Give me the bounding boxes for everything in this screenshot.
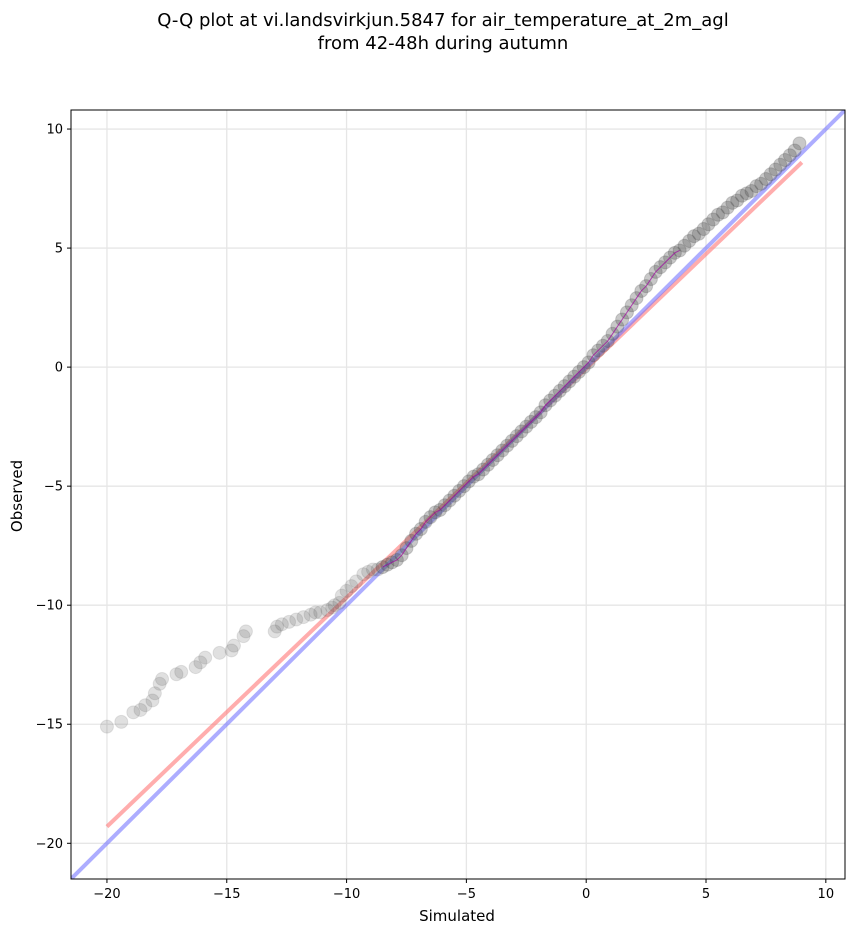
data-points xyxy=(99,136,807,734)
data-point xyxy=(238,624,253,639)
data-point xyxy=(224,643,239,658)
data-point xyxy=(147,686,162,701)
reference-lines xyxy=(71,110,845,879)
data-point xyxy=(701,217,716,232)
x-tick-label: −10 xyxy=(333,887,360,902)
data-point xyxy=(327,598,342,613)
y-tick-label: −15 xyxy=(36,718,63,733)
data-point xyxy=(706,212,721,227)
data-point xyxy=(744,183,759,198)
data-point xyxy=(361,564,376,579)
x-tick-label: −20 xyxy=(93,887,120,902)
data-point xyxy=(145,693,160,708)
data-point xyxy=(773,157,788,172)
x-tick-label: 5 xyxy=(702,887,710,902)
chart-title: Q-Q plot at vi.landsvirkjun.5847 for air… xyxy=(157,10,728,31)
data-point xyxy=(99,719,114,734)
x-tick-label: −15 xyxy=(213,887,240,902)
data-point xyxy=(749,179,764,194)
data-point xyxy=(768,162,783,177)
data-point xyxy=(193,655,208,670)
data-point xyxy=(188,660,203,675)
data-point xyxy=(155,672,170,687)
data-point xyxy=(715,205,730,220)
y-tick-label: −20 xyxy=(36,837,63,852)
x-tick-label: 10 xyxy=(818,887,835,902)
data-point xyxy=(792,136,807,151)
data-point xyxy=(174,664,189,679)
data-point xyxy=(198,650,213,665)
data-point xyxy=(332,595,347,610)
data-point xyxy=(325,600,340,615)
y-tick-label: 5 xyxy=(55,242,63,257)
identity-line xyxy=(71,110,845,879)
data-point xyxy=(696,222,711,237)
y-tick-label: 10 xyxy=(46,123,63,138)
data-point xyxy=(763,167,778,182)
data-point xyxy=(720,200,735,215)
data-point xyxy=(677,238,692,253)
x-tick-label: −5 xyxy=(457,887,476,902)
data-point xyxy=(126,705,141,720)
data-point xyxy=(754,176,769,191)
data-point xyxy=(758,172,773,187)
data-point xyxy=(370,562,385,577)
data-point xyxy=(226,638,241,653)
data-point xyxy=(725,195,740,210)
data-point xyxy=(739,186,754,201)
data-point xyxy=(349,574,364,589)
y-tick-label: −10 xyxy=(36,599,63,614)
data-point xyxy=(734,188,749,203)
data-point xyxy=(152,676,167,691)
data-point xyxy=(691,226,706,241)
data-point xyxy=(236,629,251,644)
data-point xyxy=(730,193,745,208)
data-point xyxy=(303,607,318,622)
data-point xyxy=(344,579,359,594)
data-point xyxy=(114,714,129,729)
data-point xyxy=(313,605,328,620)
data-point xyxy=(138,698,153,713)
x-axis-ticks: −20 −15 −10 −5 0 5 10 xyxy=(93,879,834,902)
y-axis-ticks: −20 −15 −10 −5 0 5 10 xyxy=(36,123,71,852)
data-point xyxy=(270,619,285,634)
x-axis-label: Simulated xyxy=(419,907,495,925)
data-point xyxy=(334,588,349,603)
data-point xyxy=(778,152,793,167)
y-tick-label: 0 xyxy=(55,361,63,376)
chart-subtitle: from 42-48h during autumn xyxy=(318,33,569,54)
x-tick-label: 0 xyxy=(582,887,590,902)
data-point xyxy=(365,562,380,577)
data-point xyxy=(282,614,297,629)
data-point xyxy=(289,612,304,627)
overlap-trace xyxy=(382,250,680,568)
y-axis-label: Observed xyxy=(8,460,26,532)
data-point xyxy=(267,624,282,639)
grid xyxy=(71,110,845,879)
y-tick-label: −5 xyxy=(44,480,63,495)
data-point xyxy=(356,567,371,582)
fit-line xyxy=(105,160,804,829)
data-point xyxy=(687,229,702,244)
data-point xyxy=(308,605,323,620)
data-point xyxy=(710,207,725,222)
plot-frame xyxy=(70,109,846,880)
data-point xyxy=(133,702,148,717)
data-point xyxy=(212,645,227,660)
data-point xyxy=(787,143,802,158)
data-point xyxy=(296,610,311,625)
data-point xyxy=(320,602,335,617)
data-point xyxy=(169,667,184,682)
data-point xyxy=(339,583,354,598)
data-point xyxy=(682,233,697,248)
data-point xyxy=(782,148,797,163)
data-point xyxy=(274,617,289,632)
